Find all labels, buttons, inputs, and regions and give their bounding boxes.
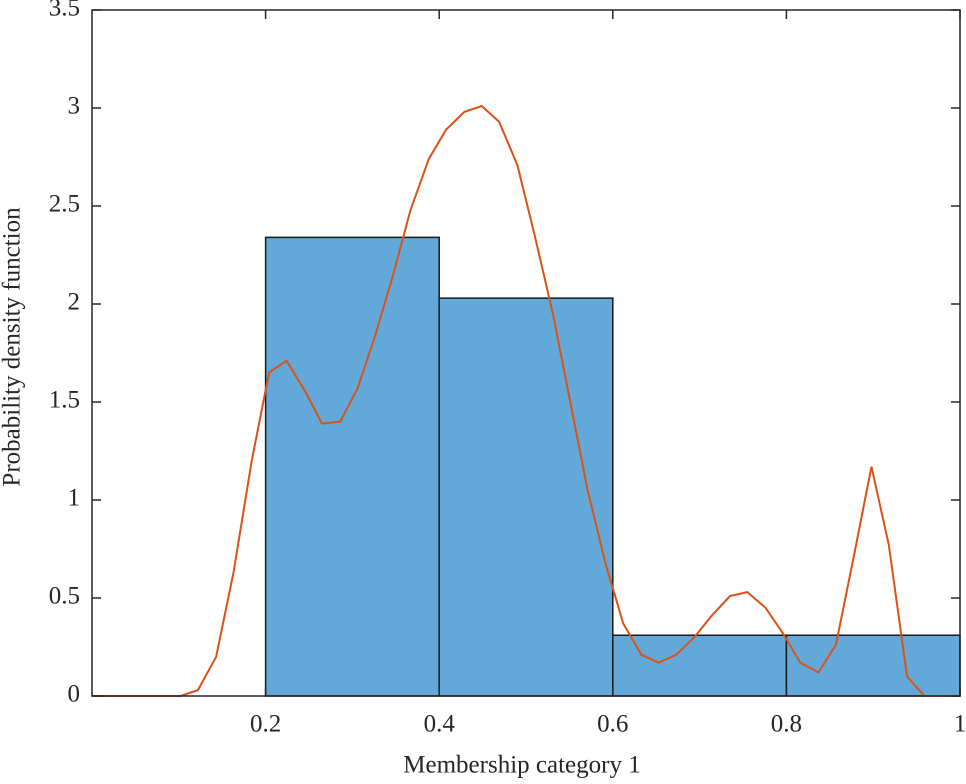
y-tick-label: 1 <box>68 485 81 512</box>
bar <box>785 634 961 697</box>
plot-frame <box>91 9 961 697</box>
x-tick-label: 1 <box>954 711 966 738</box>
y-tick-label: 0 <box>68 681 81 708</box>
y-tick-label: 2 <box>68 289 81 316</box>
bar <box>264 236 440 697</box>
x-tick-label: 0.6 <box>597 711 628 738</box>
x-tick-label: 0.8 <box>771 711 802 738</box>
y-tick-label: 1.5 <box>49 387 80 414</box>
bar <box>612 634 788 697</box>
x-tick-label: 0.4 <box>424 711 456 738</box>
y-tick-label: 2.5 <box>49 191 80 218</box>
bar <box>438 297 614 697</box>
y-tick-label: 0.5 <box>49 583 80 610</box>
y-axis-label: Probability density function <box>0 207 26 487</box>
density-line <box>92 104 960 697</box>
x-tick-label: 0.2 <box>250 711 281 738</box>
x-axis-label: Membership category 1 <box>403 752 640 779</box>
y-tick-label: 3 <box>68 93 81 120</box>
y-tick-label: 3.5 <box>49 0 80 22</box>
